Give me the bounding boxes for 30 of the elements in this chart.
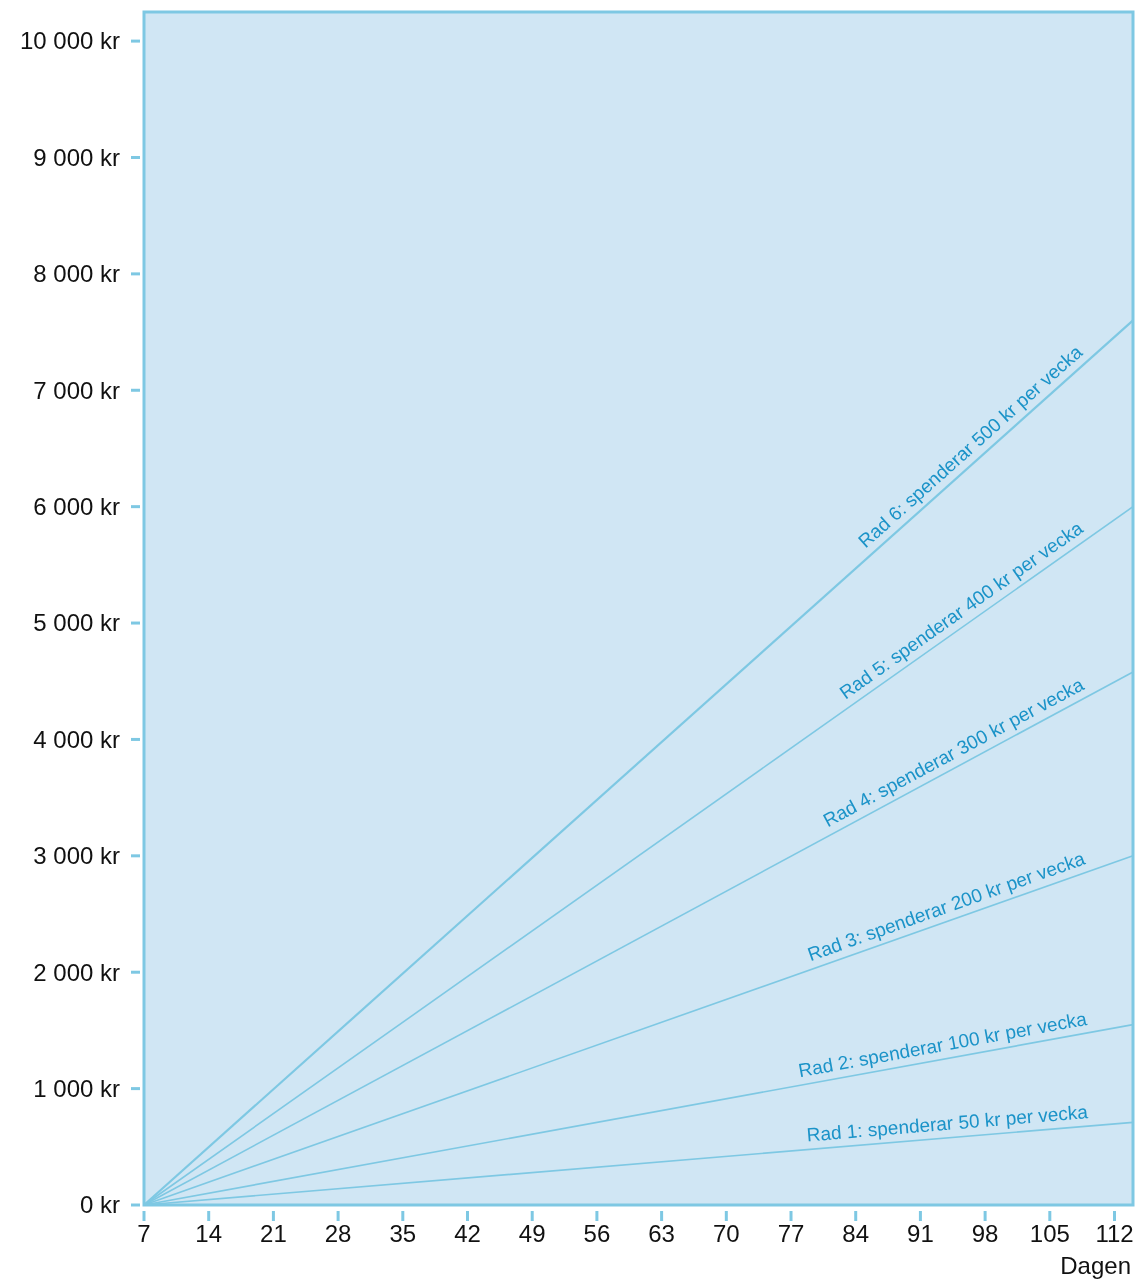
x-tick-label: 70 [712, 1220, 740, 1247]
x-tick-label: 28 [324, 1220, 352, 1247]
x-tick-label: 42 [454, 1220, 481, 1247]
x-tick-label: 105 [1029, 1220, 1070, 1247]
x-tick-label: 112 [1095, 1220, 1134, 1247]
x-tick-label: 49 [518, 1220, 546, 1247]
y-tick-label: 4 000 kr [33, 725, 121, 753]
x-tick-label: 7 [137, 1220, 151, 1247]
text: Rad 2: spenderar 100 kr per vecka [796, 1007, 1089, 1082]
y-tick-label: 5 000 kr [33, 609, 121, 637]
x-tick-label: 63 [648, 1220, 675, 1247]
y-tick-label: 8 000 kr [33, 260, 121, 288]
y-tick-label: 6 000 kr [33, 493, 121, 521]
x-tick-label: 98 [971, 1220, 999, 1247]
y-tick-label: 10 000 kr [19, 27, 120, 55]
x-tick-label: 21 [260, 1220, 287, 1247]
x-tick-label: 56 [583, 1220, 611, 1247]
x-tick-label: 84 [842, 1220, 870, 1247]
x-tick-label: 35 [389, 1220, 417, 1247]
x-tick-label: 14 [195, 1220, 223, 1247]
y-tick-label: 1 000 kr [33, 1075, 121, 1103]
x-tick-label: 91 [907, 1220, 934, 1247]
x-axis-title: Dagen [1060, 1252, 1131, 1279]
series-label: Rad 1: spenderar 50 kr per vecka [805, 1101, 1090, 1146]
y-tick-label: 2 000 kr [33, 958, 121, 986]
y-tick-label: 3 000 kr [33, 842, 121, 870]
y-tick-label: 9 000 kr [33, 143, 121, 171]
y-tick-label: 0 kr [79, 1191, 120, 1219]
x-tick-label: 77 [777, 1220, 805, 1247]
y-tick-label: 7 000 kr [33, 376, 121, 404]
